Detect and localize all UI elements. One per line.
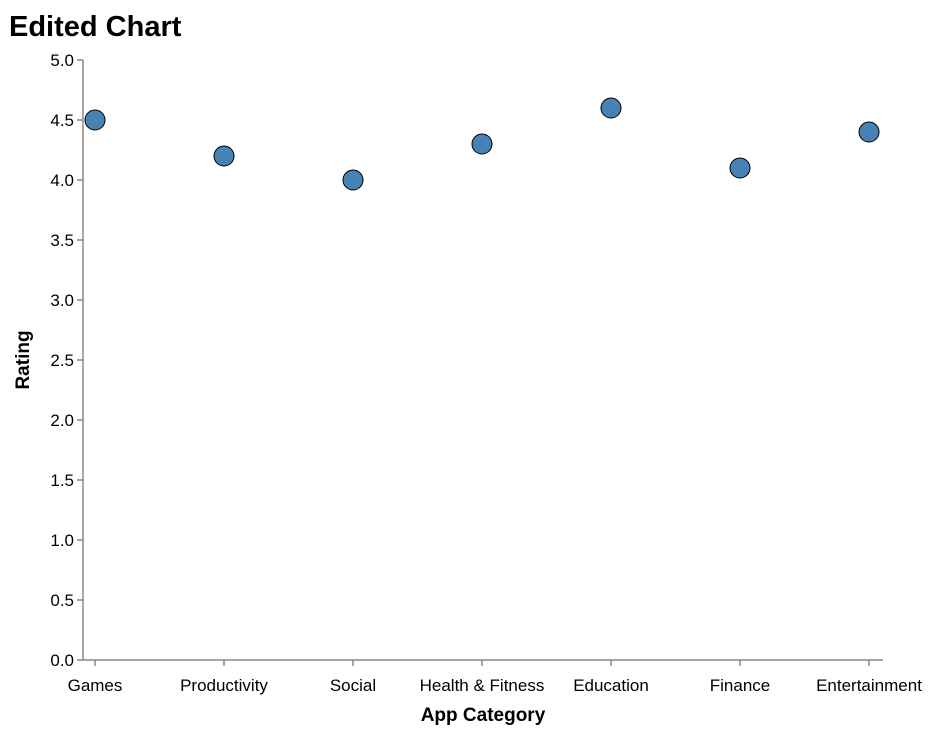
y-tick-label: 1.5	[50, 471, 74, 490]
y-axis: 0.0 0.5 1.0 1.5 2.0 2.5 3.0 3.5 4.0 4.5 5.0	[50, 51, 84, 670]
y-tick-label: 3.0	[50, 291, 74, 310]
y-tick-label: 4.5	[50, 111, 74, 130]
data-point[interactable]	[213, 145, 235, 167]
y-tick-label: 2.5	[50, 351, 74, 370]
x-tick-label: Finance	[710, 676, 770, 695]
y-tick-label: 2.0	[50, 411, 74, 430]
y-tick-label: 3.5	[50, 231, 74, 250]
x-tick-label: Productivity	[180, 676, 268, 695]
x-tick-label: Entertainment	[816, 676, 922, 695]
x-tick-label: Social	[330, 676, 376, 695]
x-axis-title: App Category	[421, 705, 546, 726]
y-tick-label: 1.0	[50, 531, 74, 550]
y-tick-label: 0.0	[50, 651, 74, 670]
data-point[interactable]	[471, 133, 493, 155]
y-tick-label: 5.0	[50, 51, 74, 70]
data-point[interactable]	[342, 169, 364, 191]
data-point[interactable]	[729, 157, 751, 179]
data-point[interactable]	[84, 109, 106, 131]
x-tick-label: Games	[68, 676, 123, 695]
y-axis-title: Rating	[13, 330, 34, 389]
data-point[interactable]	[858, 121, 880, 143]
x-axis: Games Productivity Social Health & Fitness E…	[68, 659, 922, 695]
x-tick-label: Health & Fitness	[420, 676, 545, 695]
x-tick-label: Education	[573, 676, 649, 695]
y-tick-label: 4.0	[50, 171, 74, 190]
chart-title: Edited Chart	[9, 11, 182, 43]
y-tick-label: 0.5	[50, 591, 74, 610]
data-points	[84, 97, 880, 191]
data-point[interactable]	[600, 97, 622, 119]
